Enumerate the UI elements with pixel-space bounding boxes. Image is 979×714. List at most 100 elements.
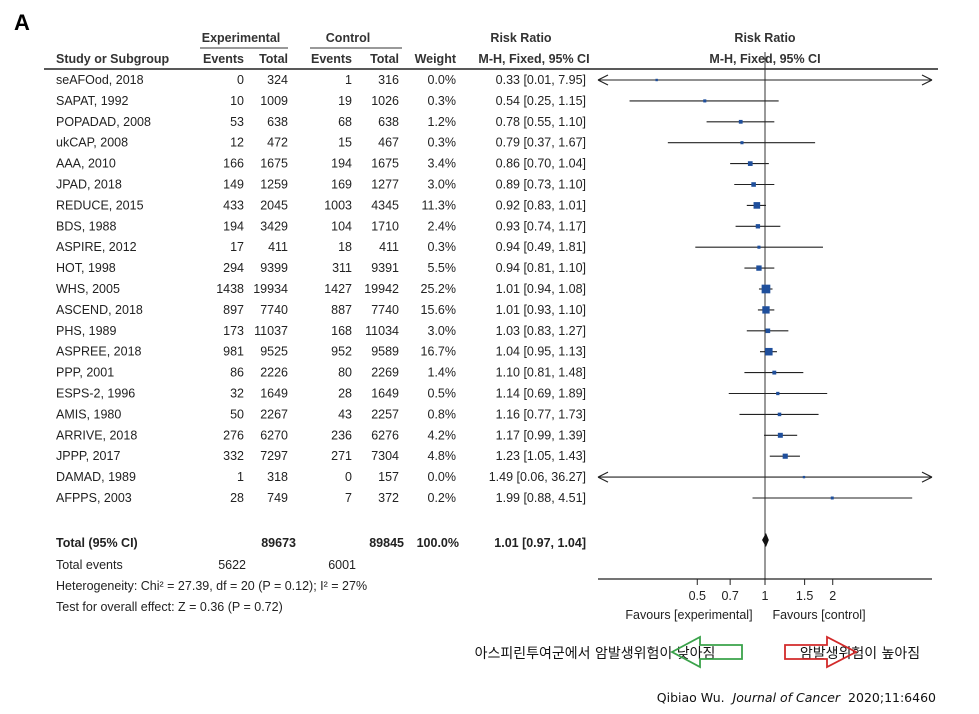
table-row: AAA, 2010 166 1675 194 1675 3.4% 0.86 [0.70, 1… — [56, 157, 586, 171]
plot-area: 0.5 0.7 1 1.5 2 Favours [experimental] Favours… — [597, 52, 933, 622]
citation-ref: 2020;11:6460 — [848, 690, 936, 705]
ci-text: 0.33 [0.01, 7.95] — [496, 73, 586, 87]
study-name: HOT, 1998 — [56, 261, 116, 275]
ctl-events: 887 — [331, 303, 352, 317]
exp-total: 411 — [268, 240, 288, 254]
total-events-ctl: 6001 — [328, 558, 356, 572]
ctl-events: 168 — [331, 324, 352, 338]
ci-text: 1.17 [0.99, 1.39] — [496, 428, 586, 442]
ci-text: 1.99 [0.88, 4.51] — [496, 491, 586, 505]
header-method-left: M-H, Fixed, 95% CI — [478, 52, 589, 66]
exp-events: 173 — [223, 324, 244, 338]
weight: 1.4% — [428, 366, 457, 380]
exp-total: 324 — [267, 73, 288, 87]
point-estimate-marker — [753, 202, 761, 209]
study-name: ESPS-2, 1996 — [56, 387, 135, 401]
study-name: REDUCE, 2015 — [56, 198, 144, 212]
ctl-events: 0 — [345, 470, 352, 484]
table-row: JPPP, 2017 332 7297 271 7304 4.8% 1.23 [1.05, … — [56, 449, 586, 463]
ci-text: 0.86 [0.70, 1.04] — [496, 157, 586, 171]
exp-events: 433 — [223, 198, 244, 212]
table-row: ukCAP, 2008 12 472 15 467 0.3% 0.79 [0.37, 1.6… — [56, 136, 586, 150]
study-name: AAA, 2010 — [56, 157, 116, 171]
weight: 11.3% — [421, 198, 456, 212]
citation-journal: Journal of Cancer — [730, 690, 841, 705]
exp-total: 1675 — [260, 157, 288, 171]
weight: 0.3% — [428, 94, 457, 108]
exp-events: 332 — [223, 449, 244, 463]
weight: 2.4% — [428, 219, 457, 233]
exp-events: 10 — [230, 94, 244, 108]
table-row: ASCEND, 2018 897 7740 887 7740 15.6% 1.01 [0.9… — [56, 303, 586, 317]
red-right-arrow-icon — [784, 635, 858, 669]
ctl-events: 19 — [338, 94, 352, 108]
ci-text: 0.78 [0.55, 1.10] — [496, 115, 586, 129]
point-estimate-marker — [703, 99, 707, 103]
weight: 3.4% — [428, 157, 457, 171]
exp-events: 276 — [223, 428, 244, 442]
exp-events: 17 — [230, 240, 244, 254]
weight: 25.2% — [421, 282, 456, 296]
ctl-total: 9391 — [371, 261, 399, 275]
ctl-total: 2269 — [371, 366, 399, 380]
ctl-total: 1675 — [371, 157, 399, 171]
ctl-events: 28 — [338, 387, 352, 401]
point-estimate-marker — [655, 78, 658, 82]
study-name: seAFOod, 2018 — [56, 73, 144, 87]
weight: 0.5% — [428, 387, 457, 401]
ci-text: 0.79 [0.37, 1.67] — [496, 136, 586, 150]
ctl-total: 1277 — [371, 178, 399, 192]
ctl-total: 157 — [378, 470, 399, 484]
ctl-total: 7740 — [371, 303, 399, 317]
point-estimate-marker — [751, 182, 756, 187]
exp-events: 897 — [223, 303, 244, 317]
header-events-control: Events — [311, 52, 352, 66]
study-name: ukCAP, 2008 — [56, 136, 128, 150]
ctl-events: 104 — [331, 219, 352, 233]
exp-total: 9525 — [260, 345, 288, 359]
ci-text: 1.23 [1.05, 1.43] — [496, 449, 586, 463]
study-name: ARRIVE, 2018 — [56, 428, 137, 442]
panel-label: A — [14, 10, 30, 35]
ci-text: 0.54 [0.25, 1.15] — [496, 94, 586, 108]
table-row: AMIS, 1980 50 2267 43 2257 0.8% 1.16 [0.77, 1.… — [56, 407, 586, 421]
overall-effect-text: Test for overall effect: Z = 0.36 (P = 0… — [56, 600, 283, 614]
ci-arrow-right — [921, 471, 933, 483]
ctl-events: 311 — [332, 261, 352, 275]
ci-text: 0.94 [0.81, 1.10] — [496, 261, 586, 275]
exp-total: 1009 — [260, 94, 288, 108]
point-estimate-marker — [740, 141, 744, 145]
table-row: ESPS-2, 1996 32 1649 28 1649 0.5% 1.14 [0.69, … — [56, 387, 586, 401]
ctl-events: 194 — [331, 157, 352, 171]
table-row: REDUCE, 2015 433 2045 1003 4345 11.3% 0.92 [0.… — [56, 198, 586, 212]
x-tick-label: 2 — [829, 589, 836, 603]
exp-events: 50 — [230, 407, 244, 421]
table-row: PPP, 2001 86 2226 80 2269 1.4% 1.10 [0.81, 1.4… — [56, 366, 586, 380]
header-experimental: Experimental — [202, 31, 281, 45]
ctl-events: 169 — [331, 178, 352, 192]
weight: 0.0% — [428, 73, 457, 87]
ci-text: 1.04 [0.95, 1.13] — [496, 345, 586, 359]
point-estimate-marker — [830, 496, 834, 500]
exp-events: 194 — [223, 219, 244, 233]
study-rows: seAFOod, 2018 0 324 1 316 0.0% 0.33 [0.01, 7.9… — [56, 73, 586, 505]
ctl-events: 236 — [331, 428, 352, 442]
exp-events: 1 — [237, 470, 244, 484]
table-row: JPAD, 2018 149 1259 169 1277 3.0% 0.89 [0.73, … — [56, 178, 586, 192]
weight: 4.8% — [428, 449, 457, 463]
total-weight: 100.0% — [417, 536, 459, 550]
total-events-label: Total events — [56, 558, 123, 572]
weight: 0.3% — [428, 240, 457, 254]
exp-total: 7740 — [260, 303, 288, 317]
exp-total: 638 — [267, 115, 288, 129]
total-label: Total (95% CI) — [56, 536, 138, 550]
ctl-events: 1 — [345, 73, 352, 87]
header-weight: Weight — [415, 52, 457, 66]
weight: 5.5% — [428, 261, 457, 275]
table-row: HOT, 1998 294 9399 311 9391 5.5% 0.94 [0.81, 1… — [56, 261, 586, 275]
ctl-total: 2257 — [371, 407, 399, 421]
ctl-total: 1710 — [371, 219, 399, 233]
exp-total: 1649 — [260, 387, 288, 401]
table-row: ARRIVE, 2018 276 6270 236 6276 4.2% 1.17 [0.99… — [56, 428, 586, 442]
study-name: PPP, 2001 — [56, 366, 114, 380]
